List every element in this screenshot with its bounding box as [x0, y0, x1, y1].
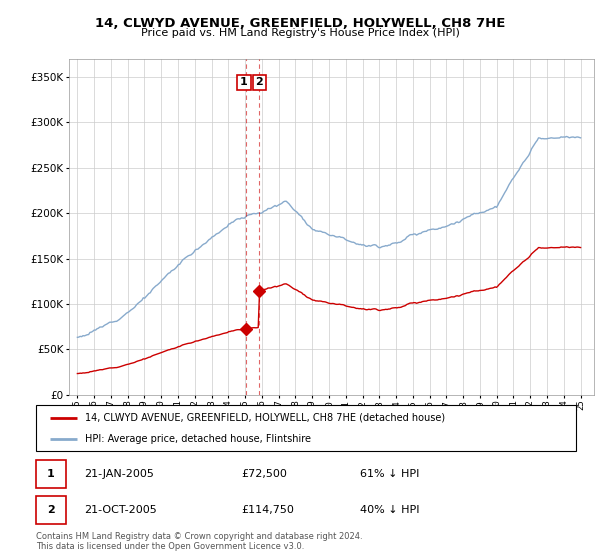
Text: Price paid vs. HM Land Registry's House Price Index (HPI): Price paid vs. HM Land Registry's House …: [140, 28, 460, 38]
Text: Contains HM Land Registry data © Crown copyright and database right 2024.
This d: Contains HM Land Registry data © Crown c…: [36, 532, 362, 552]
FancyBboxPatch shape: [36, 460, 66, 488]
Text: 40% ↓ HPI: 40% ↓ HPI: [360, 505, 419, 515]
Text: 2: 2: [47, 505, 55, 515]
Text: HPI: Average price, detached house, Flintshire: HPI: Average price, detached house, Flin…: [85, 434, 311, 444]
Text: 61% ↓ HPI: 61% ↓ HPI: [360, 469, 419, 479]
Text: 1: 1: [47, 469, 55, 479]
Text: 21-JAN-2005: 21-JAN-2005: [85, 469, 154, 479]
Text: 14, CLWYD AVENUE, GREENFIELD, HOLYWELL, CH8 7HE (detached house): 14, CLWYD AVENUE, GREENFIELD, HOLYWELL, …: [85, 413, 445, 423]
Text: £114,750: £114,750: [241, 505, 294, 515]
FancyBboxPatch shape: [36, 496, 66, 524]
Text: 2: 2: [256, 77, 263, 87]
Text: 14, CLWYD AVENUE, GREENFIELD, HOLYWELL, CH8 7HE: 14, CLWYD AVENUE, GREENFIELD, HOLYWELL, …: [95, 17, 505, 30]
FancyBboxPatch shape: [36, 405, 576, 451]
Text: £72,500: £72,500: [241, 469, 287, 479]
Text: 1: 1: [240, 77, 248, 87]
Text: 21-OCT-2005: 21-OCT-2005: [85, 505, 157, 515]
